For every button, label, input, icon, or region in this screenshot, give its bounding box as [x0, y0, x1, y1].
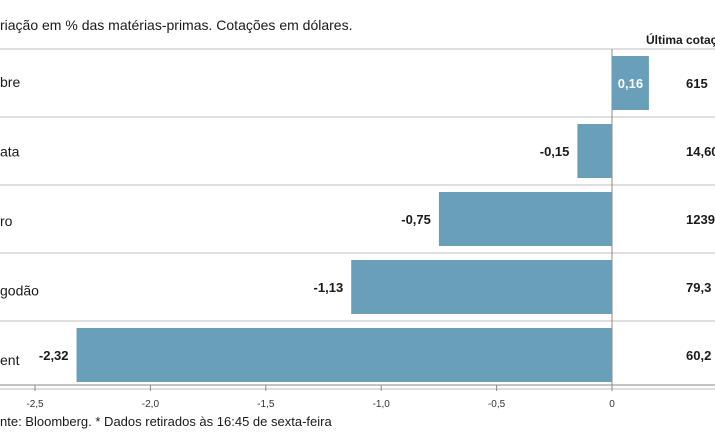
x-tick-label: -1,5: [257, 399, 275, 410]
chart-subtitle: riação em % das matérias-primas. Cotaçõe…: [0, 17, 353, 33]
x-axis-ticks: -2,5 -2,0 -1,5 -1,0 -0,5 0: [26, 385, 615, 410]
value-label: 0,16: [618, 76, 643, 91]
chart-source-note: nte: Bloomberg. * Dados retirados às 16:…: [0, 414, 332, 429]
labels: bre 0,16 615 ata -0,15 14,6026 ro -0,75 1239,9 go…: [0, 74, 715, 368]
value-label: -0,75: [401, 212, 431, 227]
x-tick-label: -1,0: [373, 399, 391, 410]
category-label: ent: [0, 352, 20, 368]
last-price-value: 615: [686, 76, 708, 91]
last-price-value: 79,3: [686, 280, 711, 295]
x-tick-label: -2,0: [142, 399, 160, 410]
bar-1: [577, 124, 612, 178]
x-tick-label: -0,5: [488, 399, 506, 410]
x-tick-label: -2,5: [26, 399, 44, 410]
bar-4: [76, 328, 612, 382]
bar-2: [438, 192, 612, 246]
last-price-value: 1239,9: [686, 212, 715, 227]
value-label: -1,13: [314, 280, 344, 295]
value-label: -2,32: [39, 348, 69, 363]
bar-0: [612, 56, 649, 110]
category-label: bre: [0, 74, 20, 90]
last-price-value: 14,6026: [686, 144, 715, 159]
bar-3: [351, 260, 612, 314]
category-label: ro: [0, 213, 13, 229]
category-label: ata: [0, 144, 20, 160]
x-tick-label: 0: [609, 399, 615, 410]
row-separators: [0, 48, 715, 390]
bars: [76, 56, 649, 382]
value-label: -0,15: [540, 144, 570, 159]
last-price-value: 60,2: [686, 348, 711, 363]
category-label: godão: [0, 283, 39, 299]
last-price-column-header: Última cotaç: [646, 33, 715, 47]
